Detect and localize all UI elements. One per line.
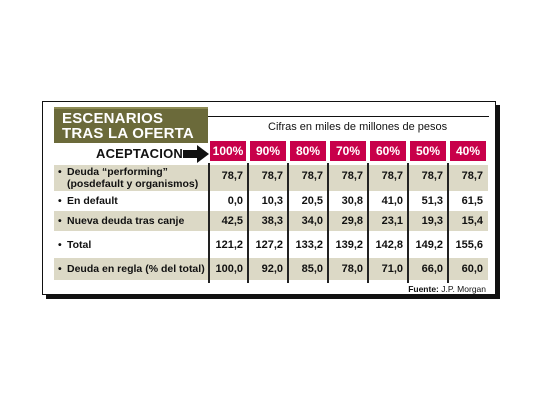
column-divider — [447, 163, 449, 283]
column-divider — [208, 163, 210, 283]
table-row: • Deuda en regla (% del total) 100,0 92,0 85… — [54, 258, 488, 280]
table-cell: 41,0 — [381, 195, 403, 207]
row-label: • Nueva deuda tras canje — [58, 215, 184, 227]
table-cell: 127,2 — [255, 239, 283, 251]
acceptance-level-header: 60% — [370, 141, 406, 161]
table-row: • En default 0,0 10,3 20,5 30,8 41,0 51,3 61,5 — [54, 193, 488, 209]
row-label: • Deuda en regla (% del total) — [58, 263, 205, 275]
table-cell: 38,3 — [261, 215, 283, 227]
table-cell: 20,5 — [301, 195, 323, 207]
right-arrow-icon — [183, 145, 209, 163]
table-cell: 60,0 — [461, 263, 483, 275]
row-label-line: Nueva deuda tras canje — [67, 215, 185, 227]
bullet: • — [58, 215, 62, 227]
title-line-2: TRAS LA OFERTA — [62, 125, 194, 142]
table-cell: 10,3 — [261, 195, 283, 207]
table-cell: 92,0 — [261, 263, 283, 275]
row-label-line: En default — [67, 195, 118, 207]
acceptance-level-header: 70% — [330, 141, 366, 161]
column-divider — [327, 163, 329, 283]
table-cell: 61,5 — [461, 195, 483, 207]
title-line-1: ESCENARIOS — [62, 110, 164, 127]
row-label: • En default — [58, 195, 118, 207]
bullet: • — [58, 239, 62, 251]
acceptance-level-header: 100% — [210, 141, 246, 161]
table-cell: 155,6 — [455, 239, 483, 251]
table-cell: 100,0 — [215, 263, 243, 275]
table-cell: 15,4 — [461, 215, 483, 227]
header-rule — [208, 116, 489, 117]
table-cell: 149,2 — [415, 239, 443, 251]
table-cell: 0,0 — [227, 195, 243, 207]
acceptance-level-header: 50% — [410, 141, 446, 161]
table-cell: 66,0 — [421, 263, 443, 275]
table-row: • Total 121,2 127,2 133,2 139,2 142,8 149,2 155,… — [54, 235, 488, 255]
source-note: Fuente: J.P. Morgan — [408, 284, 486, 294]
table-cell: 29,8 — [341, 215, 363, 227]
table-cell: 78,7 — [261, 170, 283, 182]
table-cell: 142,8 — [375, 239, 403, 251]
table-cell: 139,2 — [335, 239, 363, 251]
table-cell: 121,2 — [215, 239, 243, 251]
column-divider — [367, 163, 369, 283]
table-cell: 78,7 — [421, 170, 443, 182]
table-cell: 78,0 — [341, 263, 363, 275]
table-cell: 78,7 — [301, 170, 323, 182]
row-label-line: Total — [67, 239, 92, 251]
bullet: • — [58, 195, 62, 207]
table-cell: 78,7 — [381, 170, 403, 182]
units-subtitle: Cifras en miles de millones de pesos — [268, 121, 448, 133]
table-cell: 85,0 — [301, 263, 323, 275]
table-cell: 34,0 — [301, 215, 323, 227]
acceptance-level-header: 40% — [450, 141, 486, 161]
table-cell: 51,3 — [421, 195, 443, 207]
acceptance-level-header: 80% — [290, 141, 326, 161]
bullet: • — [58, 263, 62, 275]
column-divider — [407, 163, 409, 283]
acceptance-label: ACEPTACION — [96, 146, 183, 161]
column-divider — [287, 163, 289, 283]
table-cell: 133,2 — [295, 239, 323, 251]
row-label-line: Deuda “performing” — [67, 166, 168, 178]
source-label: Fuente: — [408, 284, 439, 294]
source-value: J.P. Morgan — [441, 284, 486, 294]
row-label-line: Deuda en regla (% del total) — [67, 263, 205, 275]
row-label-line: (posdefault y organismos) — [67, 178, 199, 190]
table-cell: 78,7 — [341, 170, 363, 182]
table-row: • Nueva deuda tras canje 42,5 38,3 34,0 29,8 2… — [54, 211, 488, 231]
table-cell: 78,7 — [461, 170, 483, 182]
table-cell: 30,8 — [341, 195, 363, 207]
row-label: • Deuda “performing” (posdefault y organis… — [58, 166, 198, 190]
title-box: ESCENARIOS TRAS LA OFERTA — [54, 107, 208, 143]
bullet: • — [58, 166, 62, 178]
column-divider — [247, 163, 249, 283]
row-label: • Total — [58, 239, 91, 251]
table-cell: 71,0 — [381, 263, 403, 275]
table-row: • Deuda “performing” (posdefault y organis… — [54, 165, 488, 191]
table-cell: 19,3 — [421, 215, 443, 227]
table-cell: 23,1 — [381, 215, 403, 227]
table-cell: 42,5 — [221, 215, 243, 227]
table-cell: 78,7 — [221, 170, 243, 182]
acceptance-level-header: 90% — [250, 141, 286, 161]
